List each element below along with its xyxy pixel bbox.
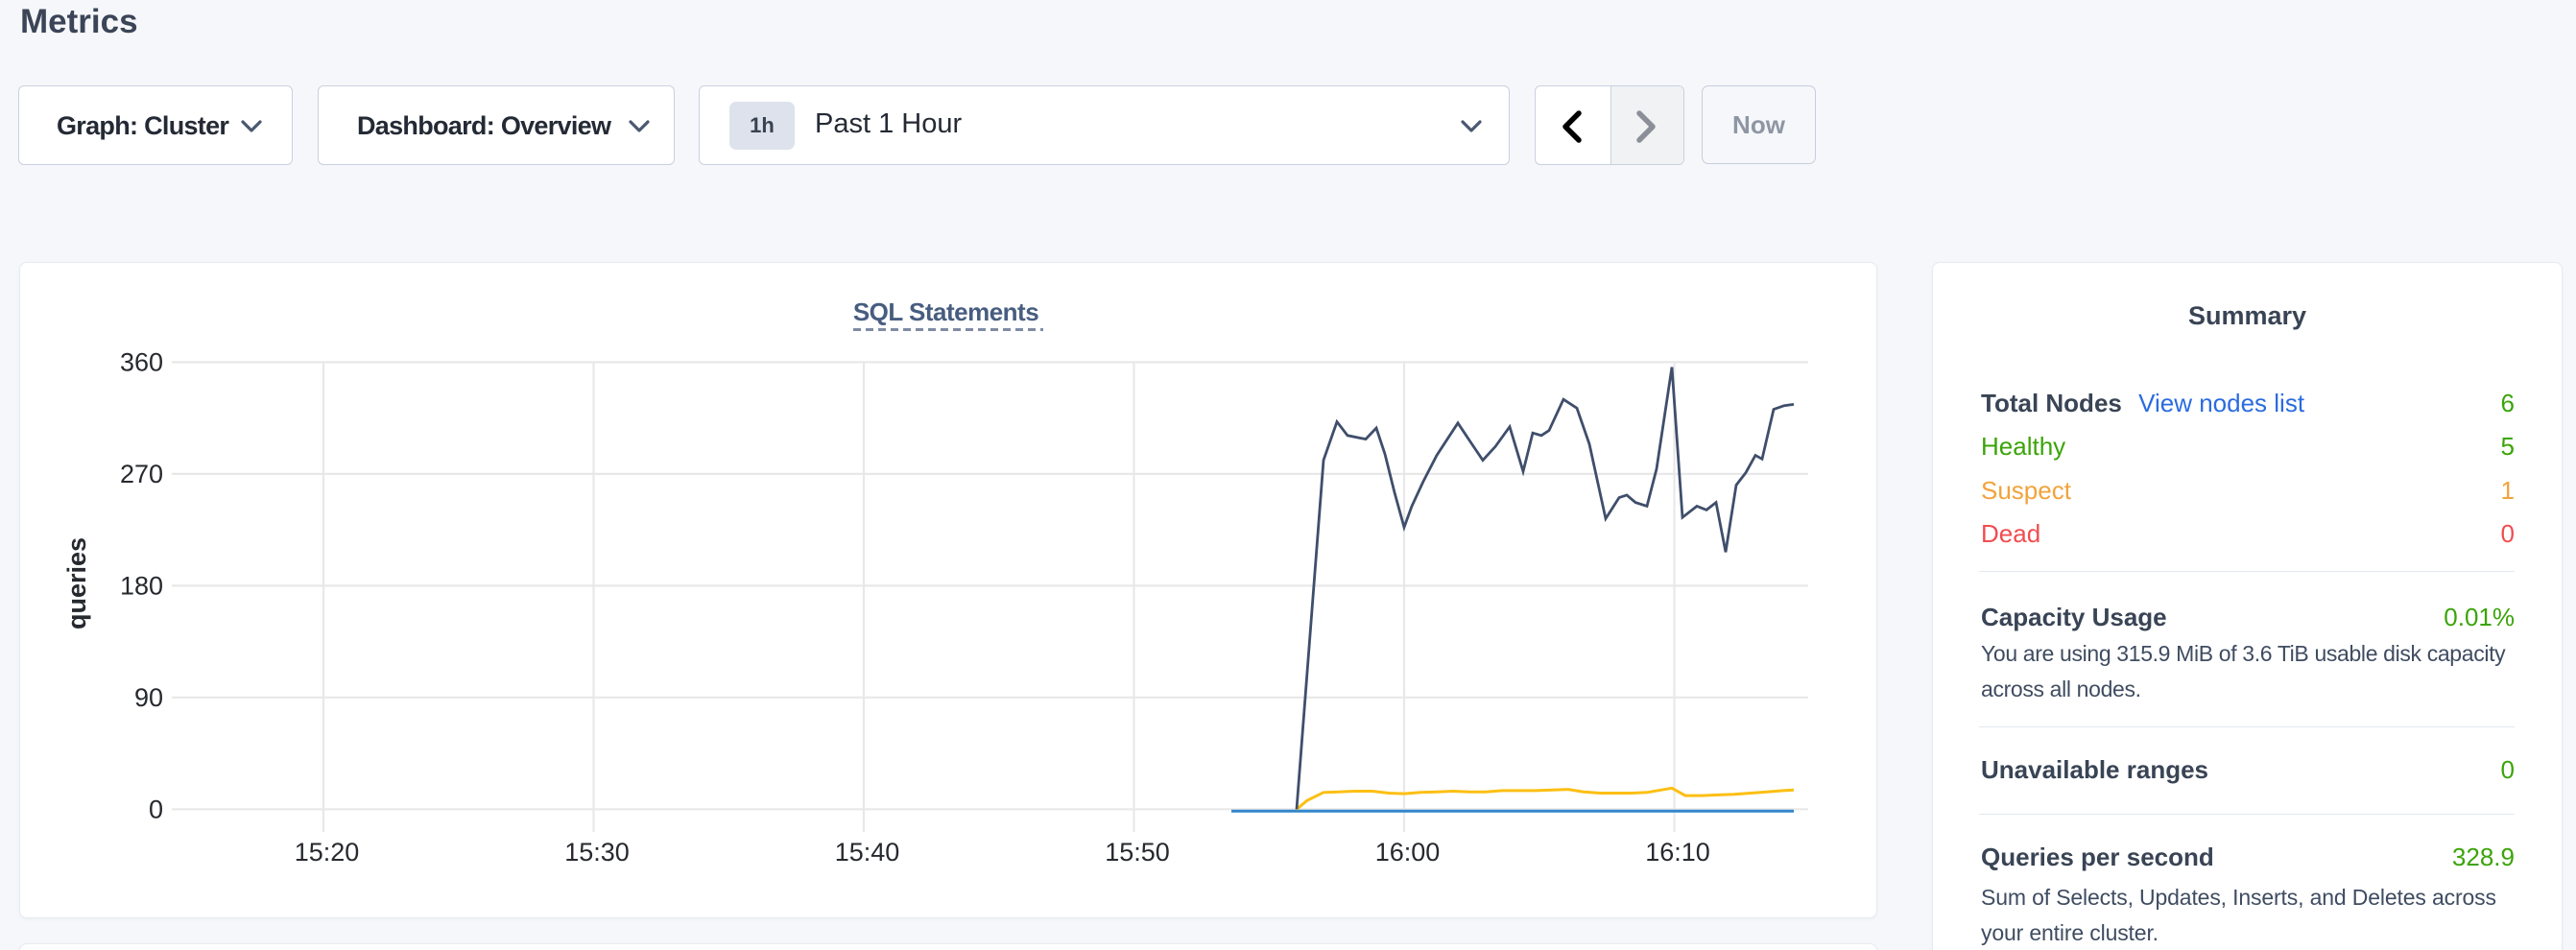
svg-text:180: 180 [120, 571, 163, 600]
svg-text:15:40: 15:40 [835, 838, 900, 867]
svg-text:0: 0 [149, 795, 163, 823]
svg-text:16:10: 16:10 [1645, 838, 1710, 867]
svg-text:15:20: 15:20 [295, 838, 360, 867]
svg-text:360: 360 [120, 347, 163, 376]
svg-text:15:50: 15:50 [1105, 838, 1170, 867]
svg-text:15:30: 15:30 [564, 838, 630, 867]
svg-text:queries: queries [62, 537, 91, 629]
svg-text:270: 270 [120, 460, 163, 488]
svg-text:90: 90 [134, 683, 163, 712]
svg-text:16:00: 16:00 [1375, 838, 1441, 867]
